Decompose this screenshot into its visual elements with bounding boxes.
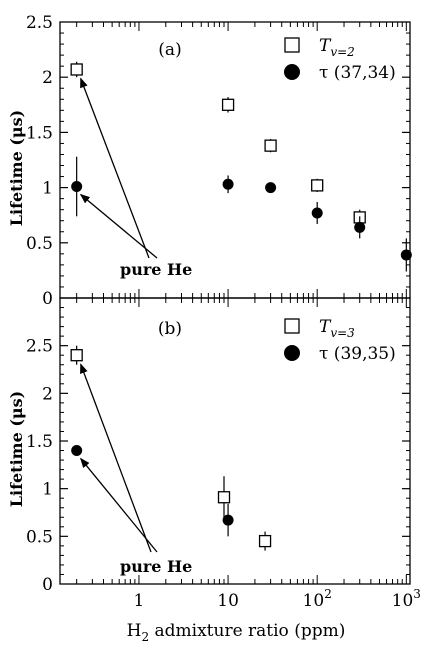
y-tick-label: 2.5 xyxy=(26,337,53,357)
x-tick-label: 102 xyxy=(303,587,332,611)
data-point-circle xyxy=(311,207,323,219)
y-axis-title: Lifetime (μs) xyxy=(7,110,26,226)
annotation-pure-he: pure He xyxy=(120,557,192,576)
annotation-arrow xyxy=(79,193,158,259)
legend-filled-circle-icon xyxy=(284,64,300,80)
data-point-circle xyxy=(222,178,234,190)
x-tick-label: 103 xyxy=(392,587,421,611)
data-point-circle xyxy=(354,221,366,233)
y-axis-title: Lifetime (μs) xyxy=(7,391,26,507)
series-0 xyxy=(70,61,366,226)
legend-filled-circle-icon xyxy=(284,345,300,361)
series-0 xyxy=(70,345,272,551)
y-tick-label: 0 xyxy=(42,289,53,309)
data-point-circle xyxy=(265,182,277,194)
y-tick-label: 2 xyxy=(42,384,53,404)
y-tick-label: 0.5 xyxy=(26,527,53,547)
data-point-square xyxy=(221,98,235,111)
annotation-pure-he: pure He xyxy=(120,260,192,279)
y-tick-label: 1 xyxy=(42,179,53,199)
series-1 xyxy=(71,445,234,537)
y-tick-label: 0.5 xyxy=(26,234,53,254)
data-point-circle xyxy=(71,445,83,457)
data-point-square xyxy=(311,179,324,192)
legend-label: τ (37,34) xyxy=(319,63,396,83)
legend-label: Tv=2 xyxy=(319,36,355,59)
legend: Tv=3 τ (39,35) xyxy=(284,317,396,364)
panel-b: 0 0.5 1 1.5 2 2.5 Lifetime (μs) (b) Tv=3 τ (39,35… xyxy=(7,297,421,644)
panel-label: (a) xyxy=(158,40,181,60)
annotation-arrow xyxy=(80,457,158,553)
legend-open-square-icon xyxy=(284,37,300,53)
annotation-arrow xyxy=(80,363,152,553)
y-tick-label: 1 xyxy=(42,480,53,500)
panel-a: 0 0.5 1 1.5 2 2.5 Lifetime (μs) (a) Tv=2 τ (37,34… xyxy=(7,13,412,309)
y-tick-label: 1.5 xyxy=(26,432,53,452)
panel-label: (b) xyxy=(158,319,182,339)
data-point-square xyxy=(217,491,231,504)
x-tick-label: 10 xyxy=(217,591,239,611)
legend: Tv=2 τ (37,34) xyxy=(284,36,396,83)
data-point-circle xyxy=(222,514,234,526)
data-point-square xyxy=(264,139,277,152)
x-axis-title: H2 admixture ratio (ppm) xyxy=(127,621,346,644)
data-point-circle xyxy=(71,180,83,192)
data-point-circle xyxy=(400,249,412,261)
x-tick-label: 1 xyxy=(134,591,145,611)
data-point-square xyxy=(258,534,272,548)
legend-label: Tv=3 xyxy=(319,317,355,340)
y-tick-label: 2.5 xyxy=(26,13,53,33)
y-tick-label: 1.5 xyxy=(26,123,53,143)
annotation-arrow xyxy=(80,77,150,259)
y-tick-label: 2 xyxy=(42,68,53,88)
plot-frame xyxy=(59,297,411,585)
data-point-square xyxy=(70,63,83,76)
legend-label: τ (39,35) xyxy=(319,344,396,364)
legend-open-square-icon xyxy=(284,318,300,334)
data-point-square xyxy=(70,349,83,362)
series-1 xyxy=(71,156,412,272)
y-tick-label: 0 xyxy=(42,575,53,595)
